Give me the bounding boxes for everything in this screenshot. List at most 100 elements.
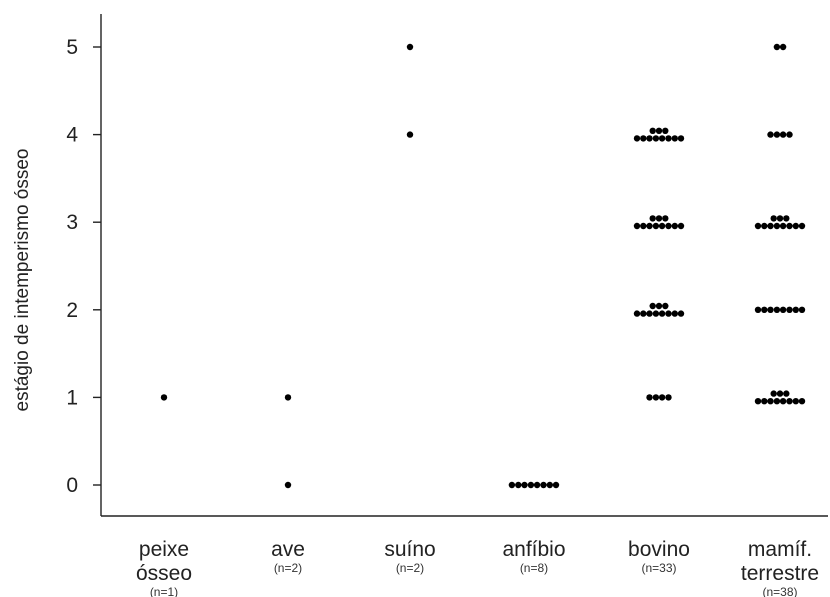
data-point — [633, 310, 641, 317]
data-point — [646, 394, 653, 401]
x-category-label: anfíbio — [502, 538, 565, 561]
data-point — [655, 302, 663, 310]
data-point — [767, 306, 774, 313]
data-point — [779, 222, 787, 230]
data-point — [658, 135, 666, 142]
data-point — [406, 131, 414, 138]
data-point — [779, 306, 787, 313]
data-point — [515, 481, 522, 489]
data-point — [773, 306, 781, 313]
x-category-label: ave — [271, 538, 305, 561]
x-category-label: peixe — [139, 538, 189, 561]
data-point — [773, 398, 781, 405]
data-point — [527, 481, 535, 489]
data-point — [792, 306, 799, 313]
data-point — [671, 135, 678, 142]
x-category-count: (n=33) — [641, 561, 676, 575]
data-point — [640, 135, 647, 142]
data-point — [508, 481, 516, 489]
data-point — [540, 481, 547, 489]
data-point — [761, 306, 768, 313]
data-point — [646, 310, 653, 317]
data-point — [767, 222, 774, 230]
data-point — [761, 398, 768, 405]
data-point — [754, 306, 762, 313]
data-point — [677, 222, 685, 230]
data-point — [786, 398, 793, 405]
data-point — [671, 310, 678, 317]
y-tick-label: 4 — [66, 124, 78, 147]
x-category-count: (n=2) — [396, 561, 424, 575]
data-point — [652, 394, 660, 401]
data-point — [779, 398, 787, 405]
data-point — [665, 135, 672, 142]
data-point — [552, 481, 560, 489]
data-point — [665, 222, 672, 230]
data-point — [779, 131, 787, 138]
data-point — [646, 222, 653, 230]
data-point — [773, 43, 781, 51]
x-category-label: ósseo — [136, 562, 192, 585]
data-point — [665, 394, 672, 401]
data-point — [640, 222, 647, 230]
x-category-label: mamíf. — [748, 538, 812, 561]
data-point — [665, 310, 672, 317]
data-point — [786, 306, 793, 313]
data-point — [754, 398, 762, 405]
data-point — [533, 481, 541, 489]
y-tick-label: 5 — [66, 36, 78, 59]
data-point — [662, 302, 669, 310]
y-tick-label: 3 — [66, 211, 78, 234]
data-point — [792, 398, 799, 405]
data-point — [658, 394, 666, 401]
x-category-count: (n=1) — [150, 585, 178, 597]
data-point — [770, 390, 777, 397]
x-category-label: bovino — [628, 538, 690, 561]
data-point — [406, 43, 414, 51]
data-point — [640, 310, 647, 317]
data-point — [284, 481, 292, 489]
data-point — [546, 481, 553, 489]
x-category-count: (n=8) — [520, 561, 548, 575]
data-point — [767, 131, 774, 138]
y-tick-label: 0 — [66, 474, 78, 497]
data-point — [671, 222, 678, 230]
data-point — [658, 310, 666, 317]
data-point — [652, 222, 660, 230]
data-point — [649, 127, 656, 134]
x-category-count: (n=2) — [274, 561, 302, 575]
data-point — [633, 135, 641, 142]
data-point — [786, 222, 793, 230]
data-point — [773, 131, 781, 138]
data-point — [798, 222, 806, 230]
y-tick-label: 2 — [66, 299, 78, 322]
data-point — [521, 481, 528, 489]
data-point — [655, 215, 663, 222]
data-point — [662, 127, 669, 134]
data-points — [160, 43, 806, 489]
data-point — [776, 215, 784, 222]
data-point — [649, 302, 656, 310]
data-point — [284, 394, 292, 401]
data-point — [652, 310, 660, 317]
x-category-count: (n=38) — [762, 585, 797, 597]
data-point — [754, 222, 762, 230]
data-point — [773, 222, 781, 230]
y-axis-title: estágio de intemperismo ósseo — [12, 149, 33, 412]
data-point — [662, 215, 669, 222]
data-point — [655, 127, 663, 134]
data-point — [779, 43, 787, 51]
data-point — [633, 222, 641, 230]
y-tick-label: 1 — [66, 386, 78, 409]
data-point — [798, 398, 806, 405]
data-point — [783, 390, 790, 397]
data-point — [677, 310, 685, 317]
data-point — [649, 215, 656, 222]
y-axis: 0 1 2 3 4 5 — [66, 14, 102, 516]
data-point — [770, 215, 777, 222]
x-category-label: terrestre — [741, 562, 819, 585]
data-point — [786, 131, 793, 138]
data-point — [776, 390, 784, 397]
data-point — [652, 135, 660, 142]
data-point — [761, 222, 768, 230]
